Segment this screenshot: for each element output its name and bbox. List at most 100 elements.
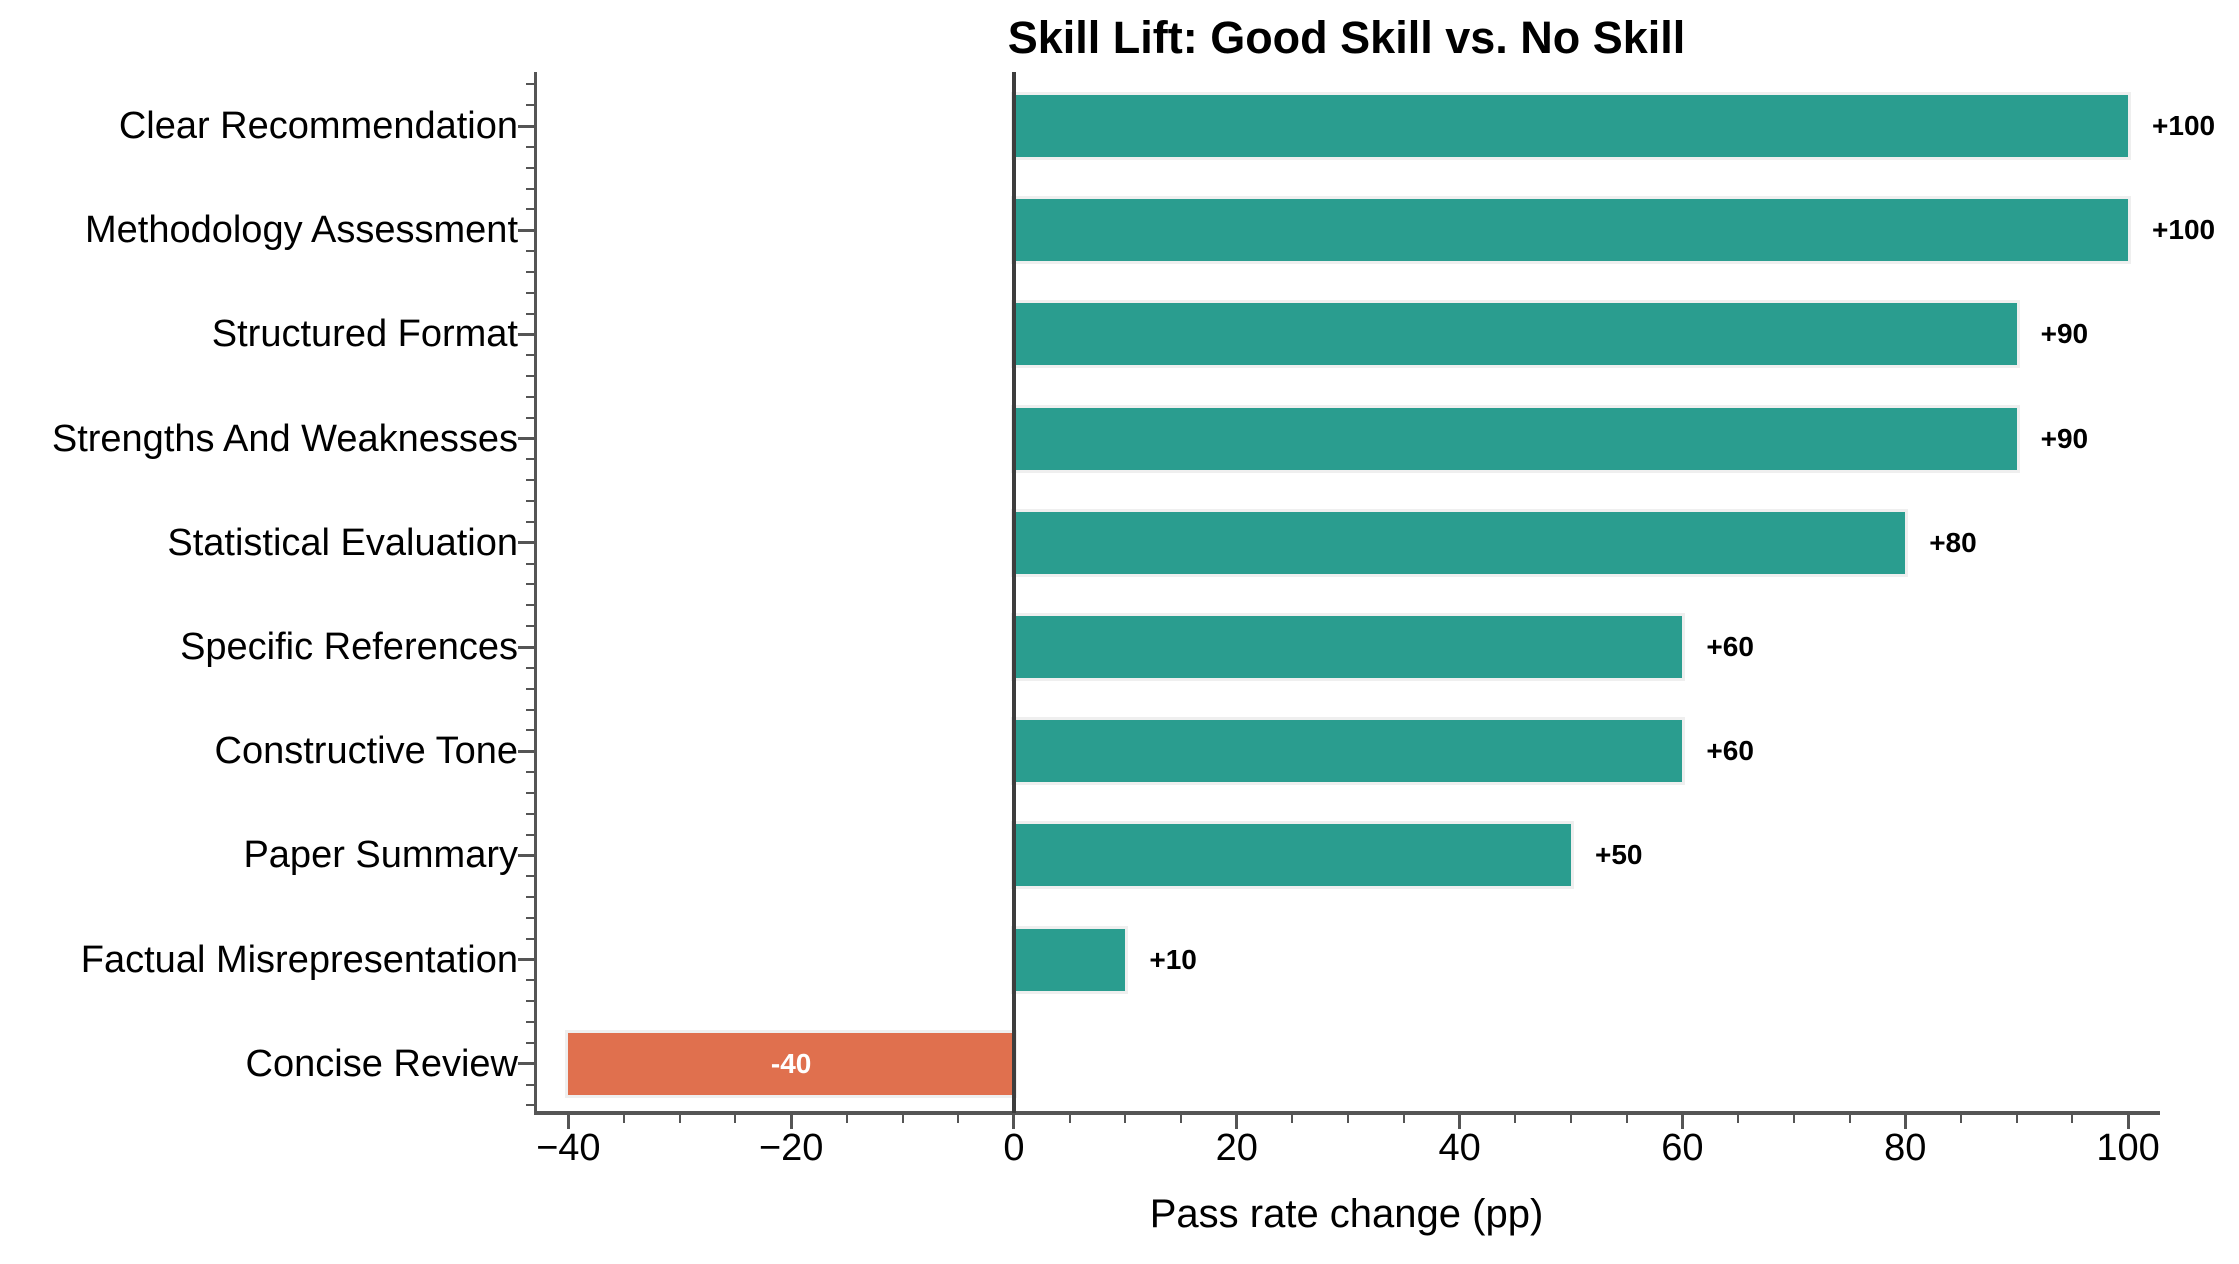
- bar: [1010, 404, 2020, 473]
- y-major-tick: [518, 645, 536, 649]
- x-minor-tick: [1569, 1115, 1572, 1123]
- y-minor-tick: [526, 1021, 536, 1024]
- bar: [1010, 717, 1686, 786]
- category-label: Structured Format: [211, 313, 518, 356]
- chart-title: Skill Lift: Good Skill vs. No Skill: [1007, 12, 1686, 63]
- y-minor-tick: [526, 916, 536, 919]
- y-minor-tick: [526, 187, 536, 190]
- y-minor-tick: [526, 1041, 536, 1044]
- x-major-tick: [1012, 1115, 1016, 1129]
- y-minor-tick: [526, 875, 536, 878]
- x-tick-label: −20: [758, 1127, 824, 1169]
- x-minor-tick: [1124, 1115, 1127, 1123]
- y-minor-tick: [526, 666, 536, 669]
- category-label: Concise Review: [245, 1042, 518, 1085]
- x-minor-tick: [1792, 1115, 1795, 1123]
- bar-value-label: +50: [1594, 839, 1643, 871]
- x-minor-tick: [1291, 1115, 1294, 1123]
- category-label: Strengths And Weaknesses: [51, 417, 518, 460]
- y-minor-tick: [526, 604, 536, 607]
- bar: [565, 1029, 1017, 1098]
- y-minor-tick: [526, 312, 536, 315]
- y-minor-tick: [526, 812, 536, 815]
- bar-value-label: +60: [1706, 631, 1754, 662]
- y-major-tick: [518, 332, 536, 336]
- bar-value-label: +60: [1706, 735, 1754, 767]
- x-minor-tick: [1848, 1115, 1851, 1123]
- x-minor-tick: [1068, 1115, 1071, 1123]
- category-label: Factual Misrepresentation: [80, 938, 518, 981]
- bar: [1010, 613, 1686, 681]
- x-major-tick: [566, 1115, 570, 1129]
- category-label: Constructive Tone: [214, 730, 518, 773]
- bar: [1010, 925, 1129, 994]
- x-minor-tick: [1514, 1115, 1517, 1123]
- y-minor-tick: [526, 979, 536, 982]
- y-minor-tick: [526, 771, 536, 774]
- category-label: Methodology Assessment: [84, 209, 518, 252]
- x-tick-label: 100: [2096, 1127, 2160, 1169]
- category-label: Clear Recommendation: [118, 105, 518, 147]
- y-minor-tick: [526, 520, 536, 523]
- y-minor-tick: [526, 583, 536, 586]
- y-minor-tick: [526, 145, 536, 148]
- y-major-tick: [518, 437, 536, 441]
- bar-value-label: +10: [1149, 943, 1197, 975]
- x-minor-tick: [2071, 1115, 2074, 1123]
- x-tick-label: 40: [1438, 1127, 1481, 1169]
- bar: [1010, 821, 1574, 890]
- bar: [1010, 508, 1909, 577]
- x-minor-tick: [734, 1115, 737, 1123]
- bar-value-label: +90: [2040, 318, 2089, 350]
- x-minor-tick: [1180, 1115, 1183, 1123]
- y-major-tick: [518, 958, 536, 962]
- y-minor-tick: [526, 208, 536, 211]
- y-minor-tick: [526, 458, 536, 461]
- x-major-tick: [1903, 1115, 1907, 1129]
- x-minor-tick: [678, 1115, 681, 1123]
- x-minor-tick: [845, 1115, 848, 1123]
- x-minor-tick: [1959, 1115, 1962, 1123]
- x-major-tick: [2126, 1115, 2130, 1129]
- y-major-tick: [518, 749, 536, 753]
- bar-value-label: -40: [770, 1047, 812, 1079]
- y-minor-tick: [526, 1083, 536, 1086]
- x-major-tick: [1235, 1115, 1239, 1129]
- category-label: Specific References: [180, 626, 518, 668]
- x-minor-tick: [1737, 1115, 1740, 1123]
- x-tick-label: 60: [1661, 1127, 1704, 1169]
- y-major-tick: [518, 228, 536, 232]
- bar: [1010, 196, 2132, 265]
- left-spine: [534, 72, 537, 1115]
- y-major-tick: [518, 124, 536, 128]
- y-minor-tick: [526, 1000, 536, 1003]
- y-minor-tick: [526, 166, 536, 169]
- x-major-tick: [1680, 1115, 1684, 1129]
- x-minor-tick: [623, 1115, 625, 1123]
- x-minor-tick: [957, 1115, 960, 1123]
- y-minor-tick: [526, 937, 536, 940]
- y-minor-tick: [526, 291, 536, 294]
- bar: [1010, 300, 2020, 369]
- y-minor-tick: [526, 395, 536, 398]
- bar-value-label: +100: [2152, 110, 2216, 141]
- y-major-tick: [518, 853, 536, 857]
- y-minor-tick: [526, 791, 536, 794]
- y-minor-tick: [526, 708, 536, 711]
- x-tick-label: 0: [1003, 1127, 1025, 1169]
- y-minor-tick: [526, 1104, 536, 1107]
- bar-value-label: +90: [2040, 422, 2089, 454]
- y-major-tick: [518, 1062, 536, 1066]
- y-minor-tick: [526, 416, 536, 419]
- category-label: Statistical Evaluation: [167, 521, 518, 564]
- y-major-tick: [518, 541, 536, 545]
- y-minor-tick: [526, 687, 536, 690]
- y-minor-tick: [526, 375, 536, 378]
- y-minor-tick: [526, 354, 536, 357]
- x-minor-tick: [901, 1115, 904, 1123]
- y-minor-tick: [526, 270, 536, 273]
- bar: [1010, 92, 2132, 160]
- x-minor-tick: [1625, 1115, 1628, 1123]
- bar-value-label: +80: [1929, 526, 1977, 558]
